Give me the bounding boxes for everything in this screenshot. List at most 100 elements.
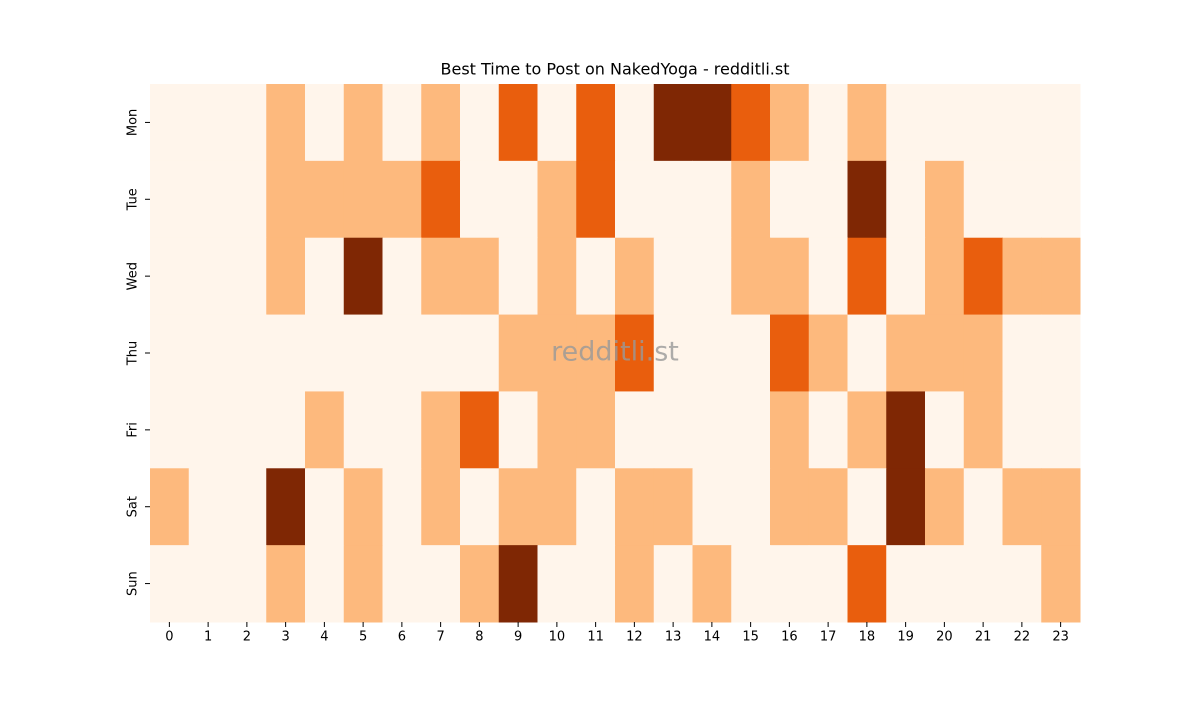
heatmap-cell (963, 237, 1003, 316)
x-tick-label: 8 (475, 630, 483, 645)
heatmap-cell (1002, 391, 1042, 469)
heatmap-cell (498, 391, 538, 469)
heatmap-cell (343, 391, 383, 469)
watermark: redditli.st (551, 337, 679, 368)
heatmap-cell (653, 237, 693, 316)
heatmap-cell (808, 314, 848, 392)
heatmap-cell (808, 84, 848, 162)
y-tick-label: Wed (126, 262, 141, 290)
heatmap-cell (615, 84, 655, 162)
heatmap-cell (498, 237, 538, 316)
heatmap-cell (305, 545, 345, 623)
heatmap-cell (653, 545, 693, 623)
heatmap-cell (847, 84, 887, 162)
x-tick-label: 1 (204, 630, 212, 645)
heatmap-cell (1041, 160, 1081, 239)
heatmap-cell (188, 314, 228, 392)
heatmap-cell (421, 391, 461, 469)
x-tick-label: 11 (587, 630, 604, 645)
x-tick-label: 7 (436, 630, 444, 645)
heatmap-cell (925, 468, 965, 546)
heatmap-cell (1041, 468, 1081, 546)
heatmap-cell (1002, 314, 1042, 392)
heatmap-cell (537, 391, 577, 469)
heatmap-cell (343, 237, 383, 316)
x-tick-label: 17 (820, 630, 837, 645)
heatmap-cell (692, 314, 732, 392)
heatmap-cell (343, 84, 383, 162)
x-tick-label: 14 (704, 630, 721, 645)
heatmap-cell (576, 545, 616, 623)
heatmap-cell (460, 160, 500, 239)
heatmap-cell (692, 468, 732, 546)
y-tick-label: Tue (126, 188, 141, 211)
heatmap-cell (731, 545, 771, 623)
heatmap-cell (692, 160, 732, 239)
heatmap-cell (150, 391, 190, 469)
heatmap-cell (460, 545, 500, 623)
heatmap-cell (925, 314, 965, 392)
heatmap-cell (847, 468, 887, 546)
heatmap-cell (537, 237, 577, 316)
heatmap-cell (421, 160, 461, 239)
heatmap-cell (188, 391, 228, 469)
heatmap-cell (731, 237, 771, 316)
heatmap-cell (227, 391, 267, 469)
heatmap-cell (382, 468, 422, 546)
heatmap-cell (382, 391, 422, 469)
heatmap-cell (266, 237, 306, 316)
heatmap-cell (692, 545, 732, 623)
heatmap-cell (808, 237, 848, 316)
heatmap-cell (615, 237, 655, 316)
heatmap-cell (731, 314, 771, 392)
heatmap-cell (150, 160, 190, 239)
heatmap-cell (227, 545, 267, 623)
heatmap-cell (770, 237, 810, 316)
heatmap-cell (150, 84, 190, 162)
heatmap-cell (537, 468, 577, 546)
heatmap-cell (421, 468, 461, 546)
heatmap-cell (576, 391, 616, 469)
heatmap-cell (266, 84, 306, 162)
heatmap-cell (847, 314, 887, 392)
heatmap-cell (925, 545, 965, 623)
x-tick-label: 22 (1014, 630, 1031, 645)
heatmap-cell (266, 314, 306, 392)
heatmap-cell (188, 237, 228, 316)
x-tick-label: 5 (359, 630, 367, 645)
heatmap-cell (770, 391, 810, 469)
heatmap-cell (537, 160, 577, 239)
y-tick-label: Fri (126, 422, 141, 438)
heatmap-cell (305, 314, 345, 392)
heatmap-cell (421, 84, 461, 162)
heatmap-cell (188, 160, 228, 239)
x-tick-label: 3 (281, 630, 289, 645)
x-tick-label: 13 (665, 630, 682, 645)
heatmap-cell (653, 391, 693, 469)
heatmap-cell (576, 160, 616, 239)
heatmap-cell (653, 84, 693, 162)
heatmap-cell (925, 237, 965, 316)
heatmap-cell (576, 84, 616, 162)
heatmap-cell (615, 468, 655, 546)
heatmap-cell (266, 545, 306, 623)
heatmap-cell (150, 545, 190, 623)
heatmap-cell (382, 84, 422, 162)
heatmap-cell (460, 314, 500, 392)
heatmap-cell (150, 237, 190, 316)
heatmap-cell (305, 160, 345, 239)
x-tick-label: 12 (626, 630, 643, 645)
heatmap-cell (886, 545, 926, 623)
heatmap-cell (847, 391, 887, 469)
heatmap-cell (692, 391, 732, 469)
heatmap-cell (227, 468, 267, 546)
x-tick-label: 9 (514, 630, 522, 645)
heatmap-cell (770, 468, 810, 546)
heatmap-cell (925, 160, 965, 239)
heatmap-cell (886, 468, 926, 546)
heatmap-cell (770, 160, 810, 239)
heatmap-cell (498, 84, 538, 162)
heatmap-cell (421, 545, 461, 623)
heatmap-cell (808, 545, 848, 623)
heatmap-cell (808, 160, 848, 239)
